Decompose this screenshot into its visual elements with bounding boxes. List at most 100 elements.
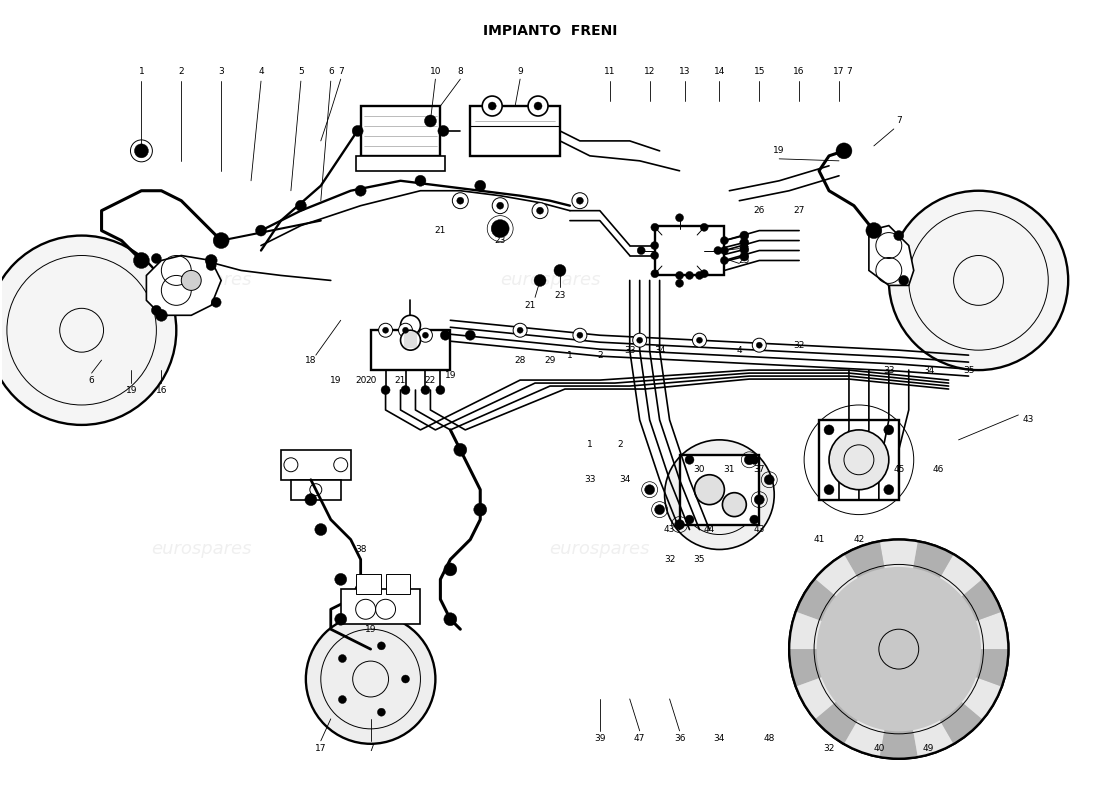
Circle shape bbox=[152, 254, 162, 263]
Circle shape bbox=[497, 202, 504, 209]
Circle shape bbox=[650, 242, 659, 250]
Circle shape bbox=[418, 328, 432, 342]
Bar bbox=[361, 106, 440, 156]
Text: 19: 19 bbox=[444, 370, 456, 379]
Text: 12: 12 bbox=[644, 66, 656, 76]
Circle shape bbox=[528, 96, 548, 116]
Circle shape bbox=[513, 323, 527, 338]
Circle shape bbox=[381, 386, 390, 394]
Text: 34: 34 bbox=[923, 366, 934, 374]
Text: 13: 13 bbox=[679, 66, 691, 76]
Text: 19: 19 bbox=[125, 386, 138, 394]
Text: 23: 23 bbox=[554, 291, 565, 300]
Circle shape bbox=[694, 474, 725, 505]
Text: 43: 43 bbox=[664, 525, 675, 534]
Circle shape bbox=[474, 503, 486, 516]
Text: 7: 7 bbox=[367, 744, 374, 754]
Polygon shape bbox=[869, 226, 914, 286]
Bar bbox=[654, 226, 725, 275]
Text: 33: 33 bbox=[584, 475, 595, 484]
Circle shape bbox=[740, 231, 749, 240]
Text: 32: 32 bbox=[793, 341, 805, 350]
Text: 19: 19 bbox=[365, 625, 376, 634]
Circle shape bbox=[651, 270, 659, 278]
Circle shape bbox=[723, 493, 746, 517]
Circle shape bbox=[182, 270, 201, 290]
Circle shape bbox=[492, 198, 508, 214]
Text: 41: 41 bbox=[813, 535, 825, 544]
Text: 14: 14 bbox=[714, 66, 725, 76]
Circle shape bbox=[537, 207, 543, 214]
Circle shape bbox=[664, 440, 774, 550]
Text: 32: 32 bbox=[664, 555, 675, 564]
Circle shape bbox=[492, 220, 509, 238]
Circle shape bbox=[400, 315, 420, 335]
Text: 32: 32 bbox=[823, 744, 835, 754]
Circle shape bbox=[352, 126, 363, 137]
Circle shape bbox=[152, 306, 162, 315]
Circle shape bbox=[377, 642, 385, 650]
Circle shape bbox=[695, 271, 704, 279]
Circle shape bbox=[824, 425, 834, 435]
Circle shape bbox=[334, 614, 346, 626]
Circle shape bbox=[333, 458, 348, 472]
Bar bbox=[355, 156, 446, 170]
Circle shape bbox=[714, 246, 722, 254]
Circle shape bbox=[213, 233, 229, 249]
Text: 2: 2 bbox=[178, 66, 184, 76]
Text: 40: 40 bbox=[873, 744, 884, 754]
Circle shape bbox=[889, 190, 1068, 370]
Bar bbox=[355, 574, 381, 594]
Circle shape bbox=[488, 102, 496, 110]
Text: 38: 38 bbox=[355, 545, 366, 554]
Circle shape bbox=[206, 254, 217, 266]
Text: 20: 20 bbox=[355, 375, 366, 385]
Text: 6: 6 bbox=[89, 375, 95, 385]
Circle shape bbox=[403, 327, 408, 334]
Text: 43: 43 bbox=[1023, 415, 1034, 425]
Circle shape bbox=[378, 323, 393, 338]
Wedge shape bbox=[976, 612, 1009, 649]
Text: 22: 22 bbox=[425, 375, 436, 385]
Circle shape bbox=[206, 261, 217, 270]
Text: 48: 48 bbox=[763, 734, 774, 743]
Text: eurospares: eurospares bbox=[550, 541, 650, 558]
Circle shape bbox=[517, 327, 524, 334]
Text: 5: 5 bbox=[298, 66, 304, 76]
Circle shape bbox=[637, 338, 642, 343]
Text: 26: 26 bbox=[754, 206, 764, 215]
Text: 16: 16 bbox=[793, 66, 805, 76]
Circle shape bbox=[444, 613, 456, 626]
Text: 45: 45 bbox=[893, 466, 904, 474]
Circle shape bbox=[255, 225, 266, 236]
Text: 43: 43 bbox=[754, 525, 764, 534]
Text: 15: 15 bbox=[754, 66, 764, 76]
Circle shape bbox=[334, 574, 346, 586]
Text: 21: 21 bbox=[525, 301, 536, 310]
Circle shape bbox=[310, 484, 322, 496]
Text: eurospares: eurospares bbox=[499, 271, 601, 290]
Circle shape bbox=[377, 708, 385, 716]
Circle shape bbox=[720, 237, 728, 245]
Wedge shape bbox=[880, 539, 917, 568]
Bar bbox=[280, 450, 351, 480]
Circle shape bbox=[650, 251, 659, 259]
Circle shape bbox=[402, 386, 410, 394]
Text: 2: 2 bbox=[617, 440, 623, 450]
Circle shape bbox=[456, 198, 464, 204]
Wedge shape bbox=[913, 541, 954, 578]
Text: 18: 18 bbox=[305, 356, 317, 365]
Polygon shape bbox=[146, 255, 221, 315]
Circle shape bbox=[532, 202, 548, 218]
Circle shape bbox=[685, 515, 694, 524]
Wedge shape bbox=[789, 612, 822, 649]
Circle shape bbox=[720, 246, 728, 254]
Circle shape bbox=[701, 223, 708, 231]
Circle shape bbox=[740, 245, 749, 254]
Text: 17: 17 bbox=[315, 744, 327, 754]
Circle shape bbox=[894, 230, 904, 241]
Circle shape bbox=[422, 332, 428, 338]
Circle shape bbox=[750, 515, 759, 524]
Circle shape bbox=[425, 115, 437, 127]
Wedge shape bbox=[795, 578, 836, 621]
